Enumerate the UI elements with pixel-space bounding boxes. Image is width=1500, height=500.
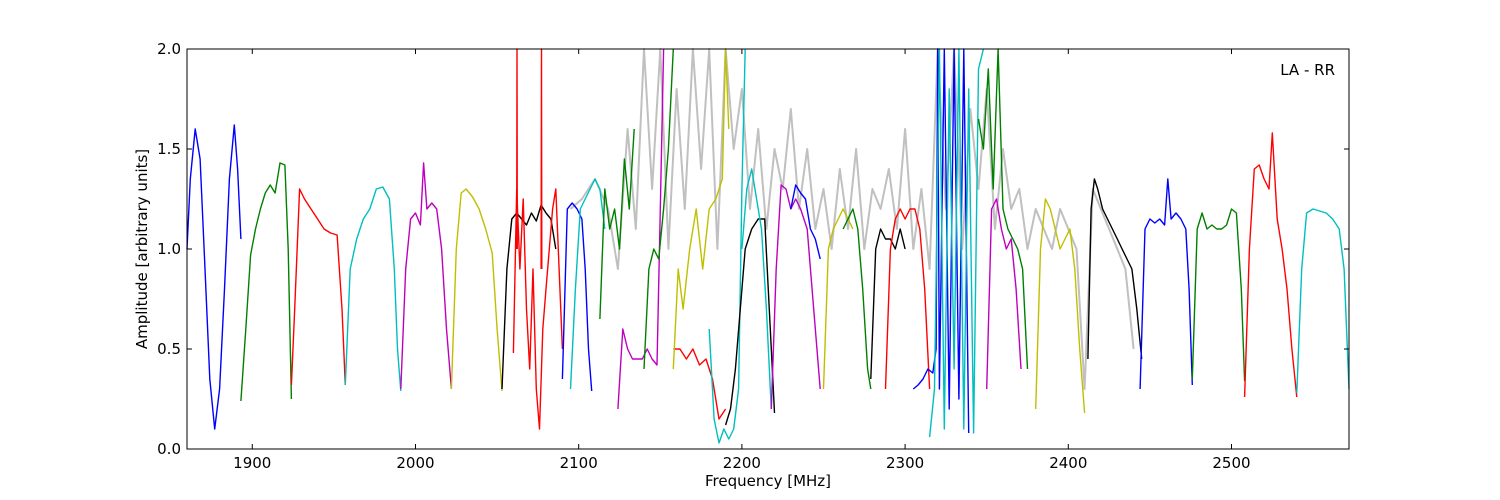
series-line-32 [1087, 178, 1143, 360]
series-line-27 [912, 48, 970, 434]
x-tick-label: 2300 [886, 454, 924, 472]
y-tick-label: 0.0 [157, 440, 181, 458]
series-line-12 [569, 178, 606, 390]
series-line-16 [673, 348, 727, 420]
y-tick-label: 2.0 [157, 40, 181, 58]
series-line-35 [1243, 132, 1298, 398]
chart-annotation: LA - RR [1280, 61, 1335, 79]
x-tick-label: 1900 [233, 454, 271, 472]
series-line-14 [617, 48, 665, 410]
series-line-1 [186, 124, 242, 430]
x-tick-label: 2500 [1212, 454, 1250, 472]
series-line-29 [977, 48, 1029, 370]
series-line-17 [672, 48, 730, 370]
series-line-28 [928, 48, 985, 438]
x-tick-label: 2100 [560, 454, 598, 472]
series-line-6 [450, 188, 503, 392]
series-line-26 [884, 208, 931, 390]
ticks-layer: 1900 2000 2100 2200 2300 2400 2500 0.0 0.5 1.0 1.5… [157, 40, 1349, 472]
series-line-9 [516, 48, 518, 250]
y-axis-label: Amplitude [arbitrary units] [133, 149, 151, 349]
series-line-13 [599, 128, 635, 320]
series-line-21 [770, 184, 821, 410]
series-line-3 [290, 188, 346, 386]
y-tick-label: 1.0 [157, 240, 181, 258]
series-line-7 [501, 204, 557, 390]
y-tick-label: 0.5 [157, 340, 181, 358]
series-line-2 [240, 162, 293, 402]
series-line-5 [400, 162, 453, 390]
series-line-19 [724, 218, 776, 426]
x-axis-label: Frequency [MHz] [705, 472, 831, 490]
series-line-33 [1139, 178, 1193, 390]
series-line-31 [1035, 198, 1086, 414]
series-line-10 [540, 48, 543, 270]
plot-frame [186, 48, 1350, 450]
series-line-15 [643, 48, 674, 370]
series-line-36 [1296, 208, 1350, 394]
series-line-8 [512, 188, 564, 430]
series-line-4 [344, 186, 402, 392]
series-line-20 [741, 168, 772, 410]
x-tick-label: 2200 [723, 454, 761, 472]
series-line-34 [1191, 208, 1246, 382]
x-tick-label: 2000 [396, 454, 434, 472]
plot-background [187, 49, 1349, 449]
series-layer [186, 48, 1350, 444]
series-line-30 [986, 198, 1022, 390]
y-tick-label: 1.5 [157, 140, 181, 158]
series-line-25 [870, 228, 906, 380]
x-tick-label: 2400 [1049, 454, 1087, 472]
series-line-24 [842, 208, 872, 390]
series-line-18 [708, 48, 746, 444]
series-line-22 [790, 184, 821, 260]
